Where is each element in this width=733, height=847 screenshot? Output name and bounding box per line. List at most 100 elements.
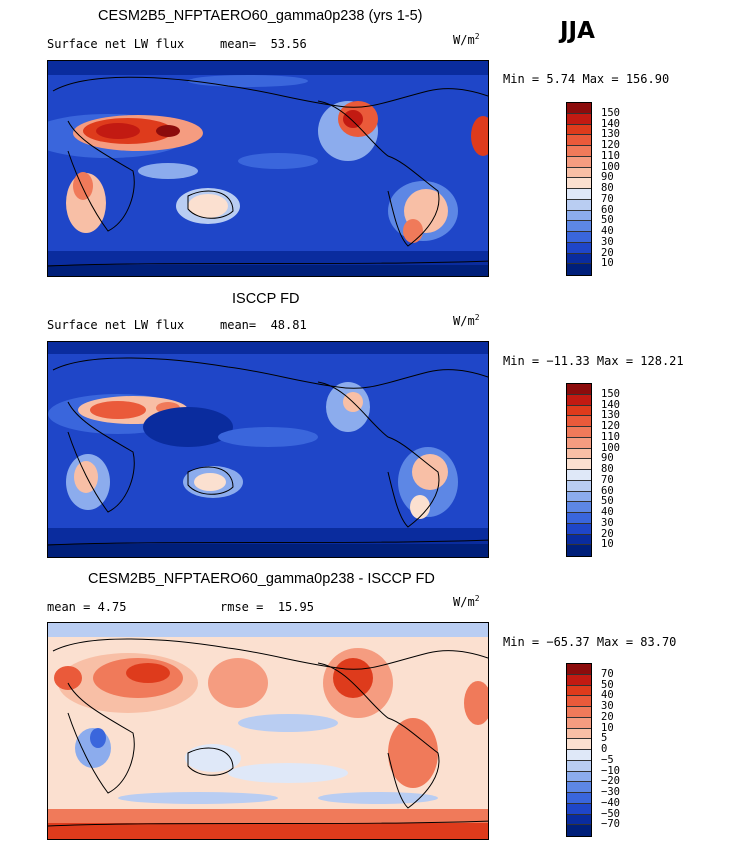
colorbar-swatch (567, 696, 591, 707)
colorbar-swatch (567, 384, 591, 395)
colorbar-tick-label: 120 (601, 139, 620, 151)
colorbar-swatch (567, 470, 591, 481)
colorbar-tick-label: 110 (601, 430, 620, 443)
panel3-rmse-label: rmse = 15.95 (220, 600, 314, 614)
colorbar-swatch (567, 534, 591, 546)
colorbar-tick-label: −10 (601, 764, 620, 777)
panel3-minmax: Min = −65.37 Max = 83.70 (503, 635, 677, 649)
colorbar-tick-label: −70 (601, 818, 620, 831)
colorbar-swatch (567, 664, 591, 675)
season-label: JJA (560, 18, 595, 44)
colorbar-swatch (567, 242, 591, 254)
colorbar-swatch (567, 750, 591, 761)
colorbar-tick-label: 70 (601, 667, 614, 680)
panel2-field (48, 342, 488, 557)
colorbar-tick-label: −50 (601, 807, 620, 820)
panel3-rmse-value: 15.95 (277, 600, 314, 614)
panel2-mean-label: mean= 48.81 (220, 318, 307, 332)
colorbar-swatch (567, 232, 591, 243)
colorbar-tick-label: 150 (601, 387, 620, 400)
panel1-variable-label: Surface net LW flux (47, 37, 185, 51)
colorbar-tick-label: 80 (601, 182, 614, 194)
colorbar-swatch (567, 448, 591, 460)
colorbar-tick-label: 100 (601, 441, 620, 454)
panel2-mean-value: 48.81 (270, 318, 307, 332)
panel1-title: CESM2B5_NFPTAERO60_gamma0p238 (yrs 1-5) (98, 8, 423, 24)
colorbar-swatch (567, 771, 591, 783)
colorbar-swatch (567, 135, 591, 146)
colorbar-tick-label: 70 (601, 192, 614, 205)
colorbar-swatch (567, 189, 591, 200)
panel2-title: ISCCP FD (232, 291, 300, 307)
colorbar-tick-label: 20 (601, 527, 614, 540)
colorbar-swatch (567, 760, 591, 772)
colorbar-tick-label: 80 (601, 463, 614, 475)
colorbar-swatch (567, 394, 591, 406)
colorbar-swatch (567, 803, 591, 815)
colorbar-swatch (567, 685, 591, 697)
colorbar-tick-label: 40 (601, 225, 614, 237)
colorbar-swatch (567, 825, 591, 836)
colorbar-tick-label: −5 (601, 753, 614, 766)
colorbar-tick-label: 90 (601, 171, 614, 184)
colorbar-swatch (567, 728, 591, 740)
colorbar-tick-label: 10 (601, 538, 614, 551)
panel1-mean-label: mean= 53.56 (220, 37, 307, 51)
colorbar-tick-label: 150 (601, 106, 620, 119)
colorbar-tick-label: 40 (601, 506, 614, 518)
colorbar-tick-label: 100 (601, 160, 620, 173)
colorbar-tick-label: 70 (601, 473, 614, 486)
colorbar-tick-label: 50 (601, 678, 614, 691)
colorbar-tick-label: −40 (601, 796, 620, 809)
colorbar-swatch (567, 199, 591, 211)
colorbar-swatch (567, 124, 591, 136)
colorbar-swatch (567, 146, 591, 157)
panel2-variable-label: Surface net LW flux (47, 318, 185, 332)
colorbar-tick-label: 20 (601, 246, 614, 259)
panel2-minmax: Min = −11.33 Max = 128.21 (503, 354, 684, 368)
colorbar-swatch (567, 156, 591, 168)
colorbar-swatch (567, 782, 591, 793)
colorbar-swatch (567, 739, 591, 750)
colorbar-swatch (567, 427, 591, 438)
colorbar-tick-label: 40 (601, 689, 614, 702)
panel3-colorbar (566, 663, 592, 837)
colorbar-tick-label: 30 (601, 235, 614, 248)
colorbar-swatch (567, 513, 591, 524)
panel1-map (47, 60, 489, 277)
panel3-title: CESM2B5_NFPTAERO60_gamma0p238 - ISCCP FD (88, 571, 435, 587)
colorbar-swatch (567, 545, 591, 556)
panel1-minmax: Min = 5.74 Max = 156.90 (503, 72, 670, 86)
colorbar-tick-label: 30 (601, 700, 614, 712)
panel1-units: W/m2 (453, 32, 480, 47)
colorbar-tick-label: 130 (601, 409, 620, 422)
panel1-field (48, 61, 488, 276)
colorbar-tick-label: 0 (601, 743, 608, 755)
colorbar-tick-label: 5 (601, 732, 608, 745)
colorbar-swatch (567, 253, 591, 265)
colorbar-tick-label: 50 (601, 495, 614, 508)
colorbar-swatch (567, 103, 591, 114)
colorbar-tick-label: 60 (601, 484, 614, 497)
colorbar-swatch (567, 717, 591, 729)
panel3-mean-label: mean = 4.75 (47, 600, 127, 614)
panel1-mean-value: 53.56 (270, 37, 307, 51)
panel3-units: W/m2 (453, 594, 480, 609)
colorbar-tick-label: 140 (601, 117, 620, 130)
colorbar-tick-label: 30 (601, 516, 614, 529)
panel2-units: W/m2 (453, 313, 480, 328)
colorbar-swatch (567, 221, 591, 232)
panel1-colorbar (566, 102, 592, 276)
colorbar-tick-label: 140 (601, 398, 620, 411)
panel3-map (47, 622, 489, 840)
colorbar-swatch (567, 437, 591, 449)
colorbar-tick-label: 10 (601, 721, 614, 734)
colorbar-tick-label: 50 (601, 214, 614, 227)
panel3-field (48, 623, 488, 839)
colorbar-swatch (567, 167, 591, 179)
colorbar-swatch (567, 523, 591, 535)
colorbar-swatch (567, 113, 591, 125)
colorbar-tick-label: 130 (601, 128, 620, 141)
colorbar-tick-label: −20 (601, 775, 620, 788)
colorbar-swatch (567, 264, 591, 275)
